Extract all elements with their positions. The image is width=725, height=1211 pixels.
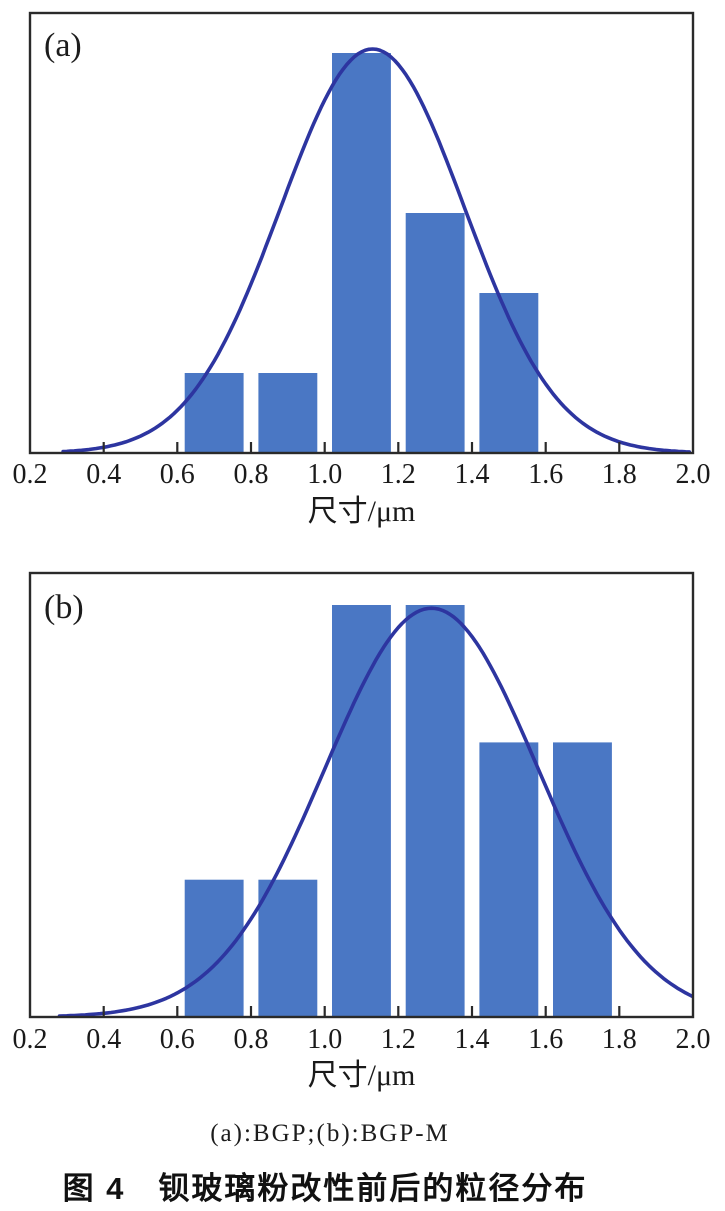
plot-border <box>28 571 695 1019</box>
plot-border <box>28 11 695 455</box>
x-tick-label: 1.6 <box>528 1024 563 1055</box>
x-axis-label: 尺寸/μm <box>308 1059 416 1092</box>
distribution-fit-curve <box>57 606 693 1017</box>
bar <box>405 213 465 453</box>
x-tick-label: 1.0 <box>307 1024 342 1055</box>
histogram-bars <box>184 53 539 453</box>
x-axis: 0.2 0.4 0.6 0.8 1.0 1.2 1.4 1.6 1.8 2.0 <box>13 1006 711 1055</box>
bar <box>258 879 318 1017</box>
bar <box>479 742 539 1017</box>
x-tick-label: 2.0 <box>676 459 711 490</box>
x-tick-label: 0.8 <box>234 459 269 490</box>
x-tick-label: 0.4 <box>86 459 121 490</box>
x-tick-label: 1.8 <box>602 459 637 490</box>
bar <box>332 53 391 453</box>
histogram-panel-b: 0.2 0.4 0.6 0.8 1.0 1.2 1.4 1.6 1.8 2.0 尺寸/μm (b) <box>13 571 711 1092</box>
x-tick-label: 0.2 <box>13 459 48 490</box>
x-tick-label: 0.6 <box>160 1024 195 1055</box>
x-tick-label: 1.8 <box>602 1024 637 1055</box>
distribution-fit-curve <box>61 47 692 453</box>
x-tick-label: 0.4 <box>86 1024 121 1055</box>
x-tick-label: 1.4 <box>455 1024 490 1055</box>
bar <box>553 742 612 1017</box>
x-tick-label: 0.6 <box>160 459 195 490</box>
x-tick-label: 1.4 <box>455 459 490 490</box>
figure-title: 图 4 钡玻璃粉改性前后的粒径分布 <box>62 1171 588 1206</box>
x-tick-label: 0.2 <box>13 1024 48 1055</box>
panel-label: (a) <box>44 27 82 64</box>
x-axis-label: 尺寸/μm <box>308 495 416 528</box>
x-tick-label: 1.6 <box>528 459 563 490</box>
figure-caption: (a):BGP;(b):BGP-M <box>210 1120 450 1147</box>
bar <box>332 605 391 1017</box>
x-tick-label: 1.0 <box>307 459 342 490</box>
x-tick-label: 0.8 <box>234 1024 269 1055</box>
x-tick-label: 2.0 <box>676 1024 711 1055</box>
bar <box>258 373 318 453</box>
bar <box>184 373 244 453</box>
panel-label: (b) <box>44 589 84 626</box>
bar <box>184 879 244 1017</box>
x-tick-label: 1.2 <box>381 459 416 490</box>
bar <box>405 605 465 1017</box>
x-axis: 0.2 0.4 0.6 0.8 1.0 1.2 1.4 1.6 1.8 2.0 <box>13 442 711 490</box>
histogram-bars <box>184 605 612 1017</box>
x-tick-label: 1.2 <box>381 1024 416 1055</box>
histogram-panel-a: 0.2 0.4 0.6 0.8 1.0 1.2 1.4 1.6 1.8 2.0 尺寸/μm (a) <box>13 11 711 528</box>
